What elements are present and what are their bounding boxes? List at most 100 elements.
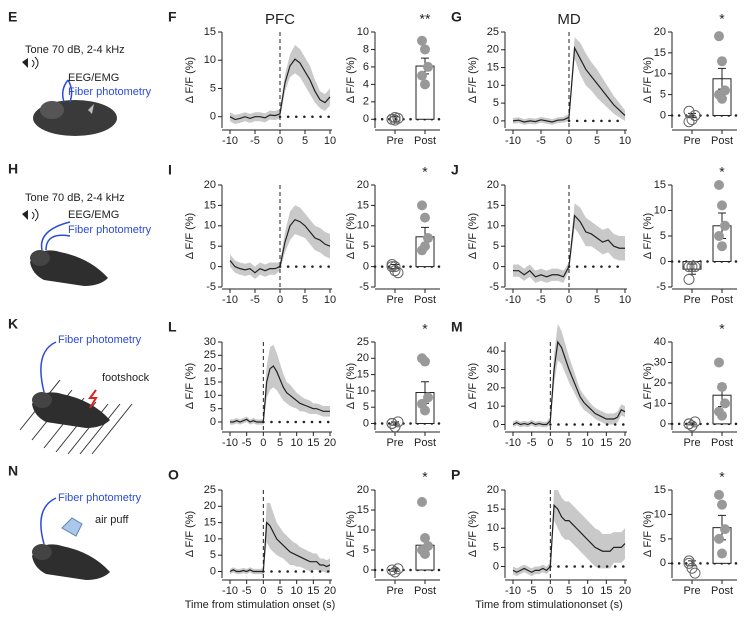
data-point bbox=[389, 261, 401, 273]
y-axis-label: Δ F/F (%) bbox=[467, 511, 479, 557]
y-tick-label: 20 bbox=[204, 179, 216, 191]
y-axis-label: Δ F/F (%) bbox=[467, 363, 479, 409]
x-tick-label: Pre bbox=[683, 135, 700, 147]
x-tick-label: 20 bbox=[324, 585, 336, 597]
y-axis-label: Δ F/F (%) bbox=[642, 511, 654, 557]
x-tick-label: -5 bbox=[536, 135, 546, 147]
y-axis-label: Δ F/F (%) bbox=[467, 213, 479, 259]
data-point bbox=[714, 31, 724, 42]
data-point bbox=[689, 109, 701, 121]
column-header: PFC bbox=[265, 11, 295, 28]
y-axis-label: Δ F/F (%) bbox=[184, 363, 196, 409]
mean-trace bbox=[229, 218, 331, 274]
y-tick-label: 15 bbox=[654, 179, 666, 191]
data-point bbox=[686, 261, 698, 273]
y-tick-label: 20 bbox=[487, 44, 499, 56]
schematic-airpuff-mouse bbox=[32, 497, 110, 580]
x-tick-label: 10 bbox=[291, 437, 303, 449]
data-point bbox=[420, 241, 430, 252]
x-tick-label: -5 bbox=[536, 294, 546, 306]
data-point bbox=[392, 416, 404, 428]
schematic-label: Fiber photometry bbox=[58, 492, 142, 504]
panel-letter: M bbox=[451, 319, 463, 335]
schematic-label: Fiber photometry bbox=[68, 224, 152, 236]
x-tick-label: 5 bbox=[302, 294, 308, 306]
y-tick-label: 0 bbox=[363, 564, 369, 576]
data-point bbox=[420, 44, 430, 55]
y-tick-label: 15 bbox=[487, 199, 499, 211]
y-tick-label: 6 bbox=[363, 61, 369, 73]
x-tick-label: Post bbox=[711, 135, 733, 147]
data-point bbox=[683, 555, 695, 567]
x-tick-label: -5 bbox=[250, 135, 260, 147]
panel-letter: L bbox=[168, 319, 177, 335]
y-tick-label: 0 bbox=[660, 109, 666, 121]
y-tick-label: 5 bbox=[210, 403, 216, 415]
y-tick-label: 0 bbox=[493, 261, 499, 273]
x-tick-label: -10 bbox=[222, 437, 238, 449]
x-tick-label: 5 bbox=[277, 585, 283, 597]
y-tick-label: 40 bbox=[654, 336, 666, 348]
y-tick-label: 20 bbox=[357, 352, 369, 364]
y-tick-label: 10 bbox=[654, 397, 666, 409]
y-axis-label: Δ F/F (%) bbox=[345, 213, 357, 259]
y-tick-label: 20 bbox=[487, 179, 499, 191]
schematic-label: footshock bbox=[102, 372, 150, 384]
significance: * bbox=[719, 11, 725, 27]
y-tick-label: 0 bbox=[493, 418, 499, 430]
data-point bbox=[720, 398, 730, 409]
data-point bbox=[714, 489, 724, 500]
y-tick-label: 20 bbox=[487, 382, 499, 394]
x-tick-label: 10 bbox=[619, 294, 631, 306]
x-tick-label: Post bbox=[711, 437, 733, 449]
y-tick-label: 10 bbox=[487, 400, 499, 412]
schematic-label: Tone 70 dB, 2-4 kHz bbox=[25, 44, 125, 56]
x-tick-label: Pre bbox=[683, 585, 700, 597]
y-tick-label: 10 bbox=[357, 220, 369, 232]
x-tick-label: 10 bbox=[582, 437, 594, 449]
mean-trace bbox=[512, 45, 626, 123]
y-tick-label: 5 bbox=[210, 82, 216, 94]
y-tick-label: 0 bbox=[210, 565, 216, 577]
x-tick-label: 0 bbox=[566, 135, 572, 147]
y-tick-label: 5 bbox=[210, 549, 216, 561]
panel-letter: K bbox=[8, 316, 18, 332]
significance: * bbox=[422, 164, 428, 180]
data-point bbox=[683, 116, 695, 128]
x-tick-label: Pre bbox=[386, 585, 403, 597]
error-band bbox=[513, 37, 625, 125]
data-point bbox=[386, 417, 398, 429]
y-axis-label: Δ F/F (%) bbox=[467, 57, 479, 103]
x-tick-label: 10 bbox=[291, 585, 303, 597]
significance: * bbox=[422, 321, 428, 337]
panel-letter: E bbox=[8, 9, 17, 25]
data-point bbox=[714, 180, 724, 190]
panel-letter: O bbox=[168, 467, 179, 483]
data-point bbox=[683, 273, 695, 285]
x-tick-label: Pre bbox=[683, 294, 700, 306]
x-tick-label: -10 bbox=[505, 437, 521, 449]
y-tick-label: 0 bbox=[210, 416, 216, 428]
y-tick-label: 0 bbox=[493, 560, 499, 572]
y-tick-label: 15 bbox=[204, 376, 216, 388]
data-point bbox=[392, 563, 404, 575]
y-tick-label: 20 bbox=[357, 179, 369, 191]
x-tick-label: 5 bbox=[566, 437, 572, 449]
data-point bbox=[717, 382, 727, 393]
x-tick-label: Post bbox=[414, 294, 436, 306]
x-tick-label: 15 bbox=[307, 437, 319, 449]
y-tick-label: 10 bbox=[487, 79, 499, 91]
x-tick-label: Pre bbox=[386, 294, 403, 306]
schematic-sleeping-mouse bbox=[22, 56, 117, 136]
y-tick-label: 20 bbox=[357, 484, 369, 496]
y-tick-label: 0 bbox=[210, 111, 216, 123]
y-tick-label: 20 bbox=[654, 377, 666, 389]
x-tick-label: 0 bbox=[260, 585, 266, 597]
y-tick-label: 10 bbox=[487, 522, 499, 534]
y-tick-label: 5 bbox=[660, 89, 666, 101]
panel-letter: F bbox=[168, 9, 177, 25]
x-axis-label: Time from stimulationonset (s) bbox=[475, 599, 623, 611]
y-axis-label: Δ F/F (%) bbox=[345, 57, 357, 103]
data-point bbox=[720, 220, 730, 231]
x-tick-label: 0 bbox=[547, 585, 553, 597]
